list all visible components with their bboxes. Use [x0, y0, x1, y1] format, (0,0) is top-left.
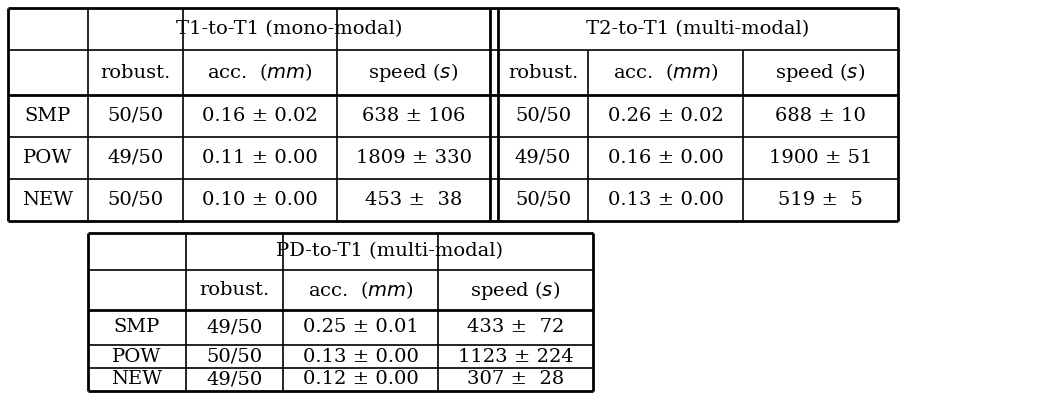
- Text: robust.: robust.: [199, 281, 270, 299]
- Text: 0.16 ± 0.00: 0.16 ± 0.00: [607, 149, 723, 167]
- Text: 433 ±  72: 433 ± 72: [467, 318, 564, 336]
- Text: POW: POW: [112, 348, 161, 365]
- Text: NEW: NEW: [111, 371, 162, 389]
- Text: NEW: NEW: [22, 191, 73, 209]
- Text: 50/50: 50/50: [515, 191, 571, 209]
- Text: 49/50: 49/50: [515, 149, 571, 167]
- Text: 1123 ± 224: 1123 ± 224: [458, 348, 574, 365]
- Text: 50/50: 50/50: [206, 348, 263, 365]
- Text: 638 ± 106: 638 ± 106: [362, 107, 465, 125]
- Text: 0.13 ± 0.00: 0.13 ± 0.00: [607, 191, 723, 209]
- Text: 0.11 ± 0.00: 0.11 ± 0.00: [202, 149, 318, 167]
- Text: SMP: SMP: [114, 318, 160, 336]
- Text: 0.25 ± 0.01: 0.25 ± 0.01: [303, 318, 419, 336]
- Text: acc.  ($mm$): acc. ($mm$): [612, 61, 718, 83]
- Text: robust.: robust.: [101, 63, 171, 81]
- Text: 0.26 ± 0.02: 0.26 ± 0.02: [607, 107, 723, 125]
- Text: 49/50: 49/50: [108, 149, 163, 167]
- Text: POW: POW: [23, 149, 72, 167]
- Text: T2-to-T1 (multi-modal): T2-to-T1 (multi-modal): [586, 20, 809, 38]
- Text: SMP: SMP: [25, 107, 71, 125]
- Text: 49/50: 49/50: [206, 371, 263, 389]
- Text: PD-to-T1 (multi-modal): PD-to-T1 (multi-modal): [276, 243, 503, 261]
- Text: 1809 ± 330: 1809 ± 330: [356, 149, 471, 167]
- Text: speed ($s$): speed ($s$): [369, 61, 459, 84]
- Text: speed ($s$): speed ($s$): [776, 61, 866, 84]
- Text: T1-to-T1 (mono-modal): T1-to-T1 (mono-modal): [176, 20, 402, 38]
- Text: 1900 ± 51: 1900 ± 51: [768, 149, 872, 167]
- Text: 0.10 ± 0.00: 0.10 ± 0.00: [202, 191, 318, 209]
- Text: 307 ±  28: 307 ± 28: [467, 371, 564, 389]
- Text: 50/50: 50/50: [108, 191, 163, 209]
- Text: 50/50: 50/50: [108, 107, 163, 125]
- Text: robust.: robust.: [508, 63, 578, 81]
- Text: 688 ± 10: 688 ± 10: [775, 107, 866, 125]
- Text: 0.12 ± 0.00: 0.12 ± 0.00: [303, 371, 419, 389]
- Text: 0.13 ± 0.00: 0.13 ± 0.00: [303, 348, 419, 365]
- Text: acc.  ($mm$): acc. ($mm$): [207, 61, 313, 83]
- Text: speed ($s$): speed ($s$): [470, 279, 560, 302]
- Text: 49/50: 49/50: [206, 318, 263, 336]
- Text: 50/50: 50/50: [515, 107, 571, 125]
- Text: 453 ±  38: 453 ± 38: [364, 191, 462, 209]
- Text: acc.  ($mm$): acc. ($mm$): [308, 279, 414, 301]
- Text: 519 ±  5: 519 ± 5: [778, 191, 863, 209]
- Text: 0.16 ± 0.02: 0.16 ± 0.02: [202, 107, 318, 125]
